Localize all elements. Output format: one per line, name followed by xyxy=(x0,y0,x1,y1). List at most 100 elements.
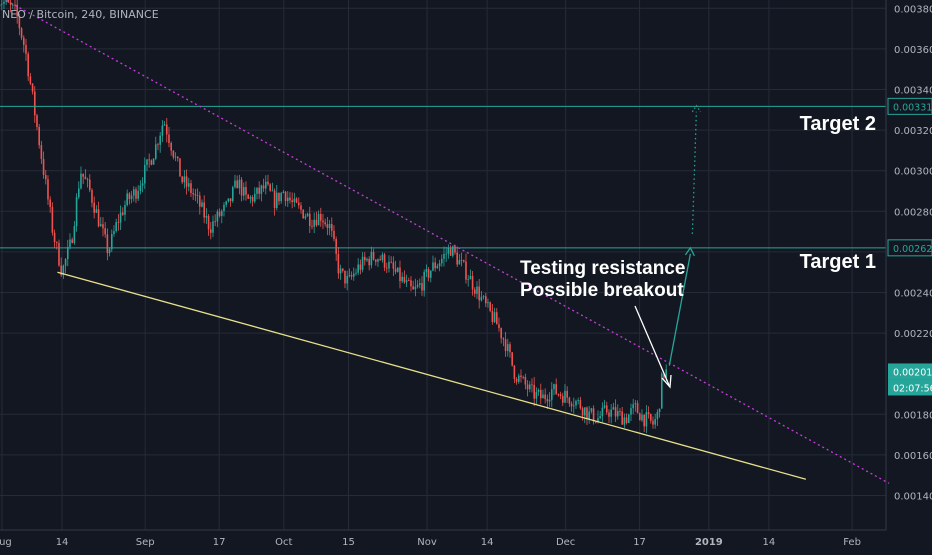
candle-body xyxy=(195,194,197,195)
candle-body xyxy=(241,180,243,196)
candle-body xyxy=(265,182,267,189)
candle-body xyxy=(564,391,566,403)
candle-body xyxy=(533,385,535,399)
candle-body xyxy=(657,412,659,419)
candle-body xyxy=(287,198,289,201)
candle-body xyxy=(166,125,168,135)
candle-body xyxy=(327,224,329,228)
candle-body xyxy=(302,210,304,219)
candle-body xyxy=(124,205,126,215)
candle-body xyxy=(23,38,25,45)
candle-body xyxy=(256,188,258,194)
candle-body xyxy=(239,180,241,189)
candle-body xyxy=(384,254,386,267)
candle-body xyxy=(122,213,124,215)
candle-body xyxy=(349,275,351,276)
candle-body xyxy=(82,174,84,177)
candle-body xyxy=(507,344,509,351)
candle-body xyxy=(36,115,38,127)
candle-body xyxy=(637,403,639,413)
candle-body xyxy=(294,199,296,202)
candle-body xyxy=(487,302,489,303)
candle-body xyxy=(511,352,513,365)
candle-body xyxy=(291,200,293,202)
candle-body xyxy=(602,408,604,416)
candle-body xyxy=(190,183,192,193)
candle-body xyxy=(608,412,610,416)
candle-body xyxy=(654,419,656,425)
candle-body xyxy=(399,268,401,282)
target-2-label: Target 2 xyxy=(800,113,876,135)
candle-body xyxy=(91,190,93,203)
candle-body xyxy=(148,159,150,160)
candle-body xyxy=(375,260,377,262)
candle-body xyxy=(540,390,542,398)
candle-body xyxy=(201,202,203,206)
annotation-line-1: Testing resistance xyxy=(520,258,685,279)
candle-body xyxy=(258,188,260,194)
candle-body xyxy=(465,261,467,279)
candle-body xyxy=(221,211,223,216)
candle-body xyxy=(599,416,601,418)
candle-body xyxy=(575,401,577,406)
candle-body xyxy=(441,259,443,264)
candle-body xyxy=(338,254,340,274)
candle-body xyxy=(214,221,216,222)
candle-body xyxy=(276,193,278,208)
price-tick-label: 0.002800 xyxy=(894,207,932,218)
candle-body xyxy=(483,296,485,297)
candle-body xyxy=(296,199,298,203)
candle-body xyxy=(368,259,370,265)
candle-body xyxy=(111,234,113,249)
price-tick-label: 0.002400 xyxy=(894,289,932,300)
candle-body xyxy=(329,224,331,228)
candle-body xyxy=(635,403,637,404)
candle-body xyxy=(412,286,414,289)
candle-body xyxy=(459,260,461,264)
candle-body xyxy=(305,216,307,218)
candle-body xyxy=(419,283,421,285)
annotation-line-2: Possible breakout xyxy=(520,280,684,301)
candle-body xyxy=(379,259,381,260)
candle-body xyxy=(32,84,34,92)
candle-body xyxy=(630,408,632,414)
candle-body xyxy=(199,196,201,207)
symbol-title[interactable]: NEO / Bitcoin, 240, BINANCE xyxy=(2,8,159,21)
countdown-badge: 02:07:56 xyxy=(888,379,932,395)
candle-body xyxy=(615,407,617,416)
candle-body xyxy=(340,269,342,274)
candle-body xyxy=(300,205,302,209)
target-2-price-badge-text: 0.003317 xyxy=(893,102,932,113)
time-tick-label: 17 xyxy=(213,537,226,548)
candle-body xyxy=(133,189,135,195)
candle-body xyxy=(52,207,54,233)
candle-body xyxy=(159,136,161,145)
candle-body xyxy=(514,366,516,379)
candle-body xyxy=(324,222,326,224)
candle-body xyxy=(525,377,527,385)
candle-body xyxy=(527,385,529,390)
candle-body xyxy=(366,259,368,260)
candle-body xyxy=(289,198,291,201)
price-tick-label: 0.003800 xyxy=(894,4,932,15)
candle-body xyxy=(12,5,14,6)
candle-body xyxy=(417,285,419,287)
candle-body xyxy=(621,411,623,424)
candle-body xyxy=(500,328,502,338)
candle-body xyxy=(212,221,214,233)
candle-body xyxy=(388,262,390,269)
candle-body xyxy=(573,405,575,406)
price-tick-label: 0.001800 xyxy=(894,410,932,421)
candle-body xyxy=(355,273,357,274)
candle-body xyxy=(104,228,106,234)
candle-body xyxy=(162,126,164,136)
candle-body xyxy=(41,145,43,159)
candle-body xyxy=(632,404,634,408)
candle-body xyxy=(186,176,188,186)
candle-body xyxy=(536,392,538,399)
candle-body xyxy=(395,269,397,272)
